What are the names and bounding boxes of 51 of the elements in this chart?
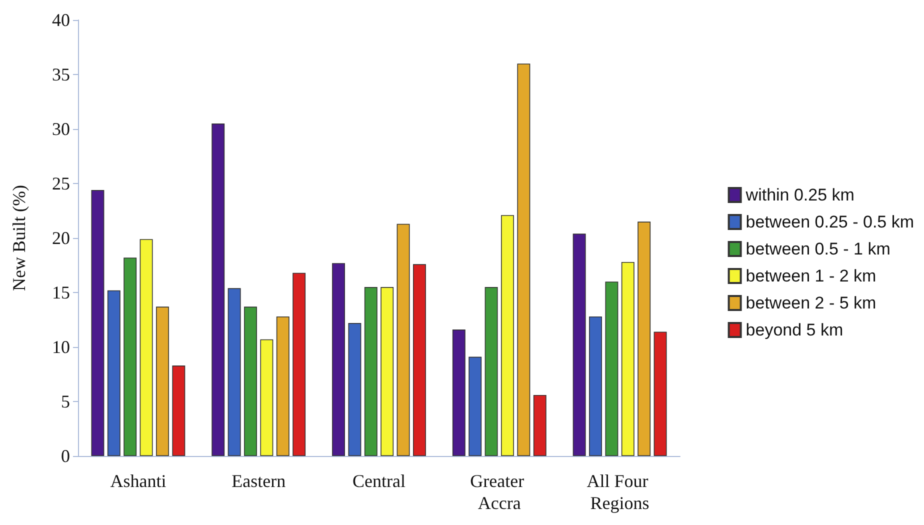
bar (91, 190, 104, 456)
bar (364, 287, 378, 456)
y-tick-label: 15 (52, 282, 70, 302)
bar (380, 287, 394, 456)
y-tick-label: 10 (52, 337, 70, 357)
y-tick-label: 0 (61, 446, 70, 466)
legend-label: between 1 - 2 km (746, 266, 876, 286)
y-tick-label: 40 (52, 10, 70, 30)
bar (172, 366, 186, 456)
bar (140, 239, 153, 456)
bar (156, 306, 169, 456)
y-tick-label: 5 (61, 392, 70, 412)
bar (533, 394, 546, 456)
bar (621, 262, 634, 456)
bar (107, 290, 120, 456)
bar (452, 330, 466, 456)
bar (260, 339, 274, 456)
y-tick-label: 20 (52, 228, 70, 248)
bar (413, 264, 426, 456)
x-tick-label: Eastern (232, 471, 286, 491)
x-tick-label: All Four Regions (586, 471, 653, 513)
legend-label: within 0.25 km (744, 186, 854, 204)
legend-label: between 2 - 5 km (746, 294, 876, 312)
bar (517, 64, 530, 456)
bar (572, 234, 586, 456)
y-tick-label: 30 (52, 119, 70, 139)
bar (348, 323, 362, 456)
bar (212, 124, 225, 456)
bar (292, 272, 306, 456)
bar (589, 316, 602, 456)
y-tick-label: 35 (52, 64, 70, 84)
legend-label: between 0.5 - 1 km (746, 240, 890, 258)
legend-label: beyond 5 km (746, 320, 844, 340)
x-tick-label: Ashanti (110, 471, 166, 491)
x-tick-label: Greater Accra (470, 471, 529, 513)
bar (396, 224, 410, 456)
bar (484, 287, 498, 456)
y-tick-label: 25 (52, 174, 70, 194)
bar (468, 356, 482, 456)
bar (501, 215, 514, 456)
bar (332, 263, 345, 456)
bar (276, 316, 290, 456)
bar (638, 222, 651, 456)
bar (244, 306, 257, 456)
bar (228, 288, 241, 456)
bar (654, 332, 667, 456)
x-tick-label: Central (352, 471, 406, 491)
bar (124, 258, 137, 456)
legend-label: between 0.25 - 0.5 km (746, 212, 914, 232)
y-axis-title: New Built (%) (9, 185, 29, 291)
bar (605, 282, 618, 456)
